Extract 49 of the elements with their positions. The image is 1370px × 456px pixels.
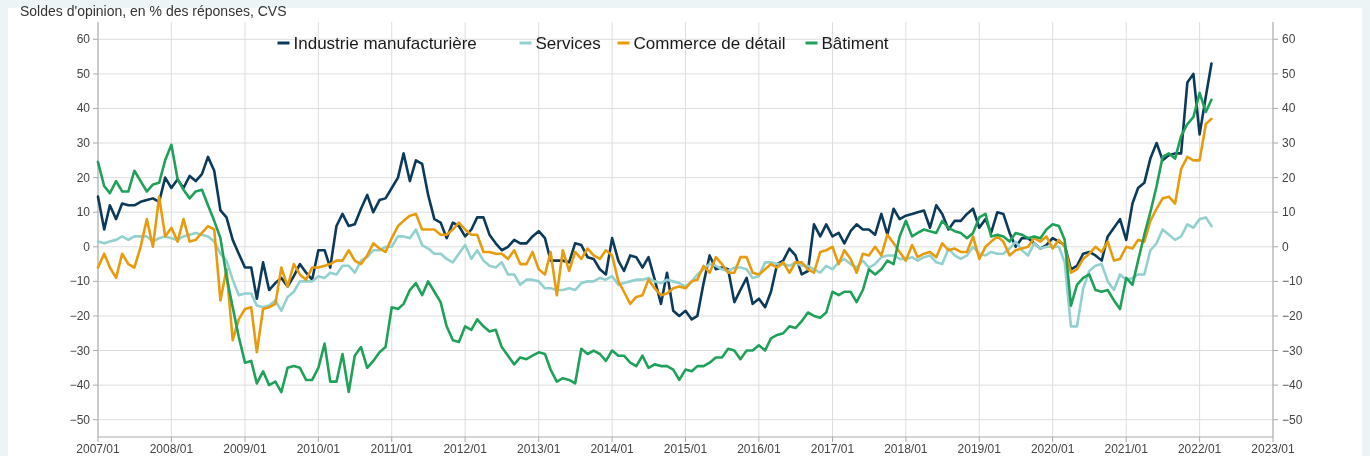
line-series (96, 117, 1213, 354)
y2-tick-label: 30 (1282, 136, 1296, 151)
y-tick-label: 60 (76, 32, 91, 47)
y-tick-label: 0 (83, 239, 91, 254)
x-tick-label: 2019/01 (957, 442, 1002, 456)
x-tick-label: 2021/01 (1104, 442, 1149, 456)
y2-tick-label: 20 (1282, 170, 1296, 185)
x-tick-label: 2016/01 (737, 442, 781, 456)
y-tick-label: −40 (69, 378, 91, 393)
line-series (96, 62, 1213, 321)
y2-tick-label: −30 (1282, 343, 1303, 358)
y-tick-label: 10 (76, 205, 91, 220)
y-tick-label: 20 (76, 170, 91, 185)
y-tick-label: −20 (69, 308, 91, 323)
y2-tick-label: 60 (1282, 32, 1296, 47)
y2-tick-label: 10 (1282, 205, 1296, 220)
y2-tick-label: −50 (1282, 412, 1303, 427)
y-tick-label: 50 (76, 66, 91, 81)
x-tick-label: 2020/01 (1030, 442, 1075, 456)
x-tick-label: 2013/01 (517, 442, 561, 456)
x-tick-label: 2018/01 (884, 442, 928, 456)
y-tick-label: −10 (69, 274, 91, 289)
legend-label: Bâtiment (821, 34, 889, 53)
legend-label: Services (535, 34, 601, 53)
legend-label: Industrie manufacturière (293, 34, 477, 53)
y2-tick-label: −20 (1282, 308, 1303, 323)
y2-tick-label: 50 (1282, 66, 1296, 81)
x-tick-label: 2007/01 (76, 442, 121, 456)
x-tick-label: 2015/01 (663, 442, 708, 456)
line-series (96, 91, 1213, 394)
chart-subtitle: Soldes d'opinion, en % des réponses, CVS (20, 3, 287, 19)
legend-label: Commerce de détail (633, 34, 786, 53)
y2-tick-label: −10 (1282, 274, 1303, 289)
x-tick-label: 2012/01 (443, 442, 488, 456)
x-tick-label: 2014/01 (590, 442, 635, 456)
y2-tick-label: 40 (1282, 101, 1296, 116)
x-tick-label: 2010/01 (296, 442, 341, 456)
y-tick-label: 40 (76, 101, 91, 116)
x-tick-label: 2011/01 (370, 442, 414, 456)
y2-tick-label: 0 (1282, 239, 1289, 254)
x-tick-label: 2023/01 (1251, 442, 1296, 456)
y-tick-label: −30 (69, 343, 91, 358)
x-tick-label: 2008/01 (149, 442, 194, 456)
y-tick-label: 30 (76, 136, 91, 151)
x-tick-label: 2017/01 (810, 442, 855, 456)
x-tick-label: 2009/01 (223, 442, 267, 456)
x-tick-label: 2022/01 (1177, 442, 1222, 456)
y2-tick-label: −40 (1282, 378, 1303, 393)
y-tick-label: −50 (69, 412, 91, 427)
